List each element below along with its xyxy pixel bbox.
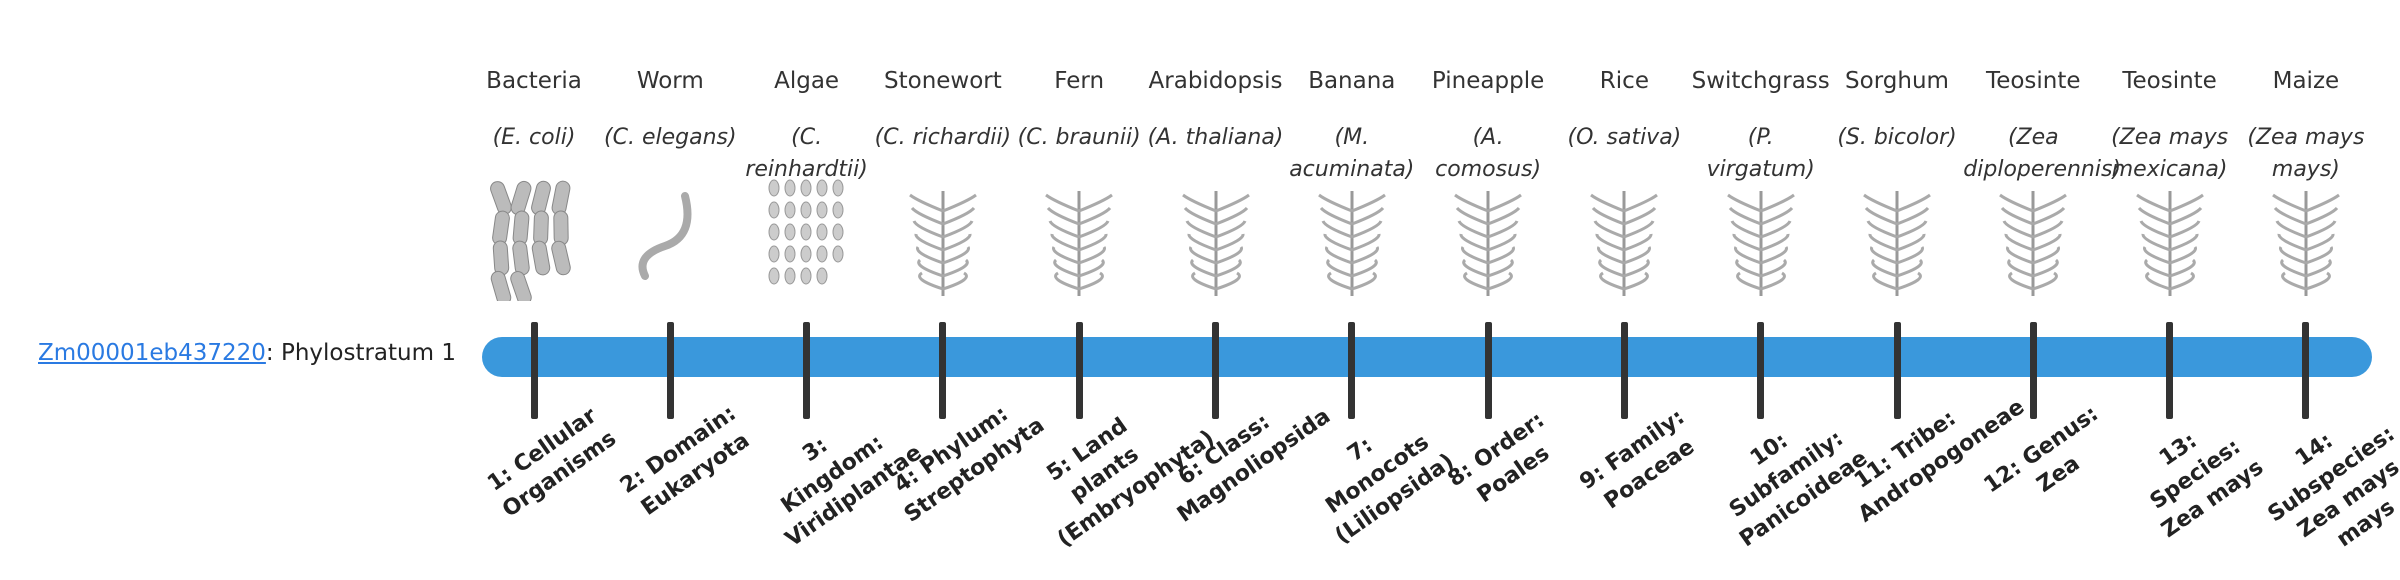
organism-name: Fern <box>1054 68 1105 94</box>
phylostratum-label: 2: Domain: Eukaryota <box>616 400 755 521</box>
organism-name: Bacteria <box>486 68 582 94</box>
organism-name: Rice <box>1599 68 1649 94</box>
organism-name: Teosinte <box>1986 68 2081 94</box>
organism-illustration <box>1716 176 1806 301</box>
organism-illustration <box>1307 176 1397 301</box>
organism-illustration <box>2261 176 2351 301</box>
timeline-tick <box>803 322 811 419</box>
scientific-name: (Zea mays mays) <box>2247 125 2365 182</box>
phylostratum-label: 14: Subspecies: Zea mays mays <box>2263 421 2400 553</box>
timeline-tick <box>939 322 947 419</box>
organism-name: Maize <box>2272 68 2340 94</box>
scientific-name: (C. braunii) <box>1017 125 1141 150</box>
scientific-name: (S. bicolor) <box>1837 125 1957 150</box>
phylostratum-label: 9: Family: Poaceae <box>1575 404 1700 515</box>
scientific-name: (M. acuminata) <box>1289 125 1415 182</box>
scientific-name: (C. richardii) <box>874 125 1012 150</box>
organism-illustration <box>2125 176 2215 301</box>
organism-illustration <box>1579 176 1669 301</box>
organism-illustration <box>625 176 715 301</box>
gene-label: Zm00001eb437220: Phylostratum 1 <box>38 340 456 366</box>
scientific-name: (A. comosus) <box>1435 125 1542 182</box>
timeline-tick <box>1212 322 1219 419</box>
organism-name: Pineapple <box>1431 68 1545 94</box>
timeline-bar <box>482 337 2372 377</box>
timeline-tick <box>1620 322 1628 419</box>
organism-illustration <box>898 176 988 301</box>
organism-name: Arabidopsis <box>1148 68 1283 94</box>
organism-name: Switchgrass <box>1691 68 1830 94</box>
timeline-tick <box>1484 322 1492 419</box>
gene-link[interactable]: Zm00001eb437220 <box>38 340 266 366</box>
timeline-tick <box>530 322 538 419</box>
organism-illustration <box>1988 176 2078 301</box>
organism-name: Sorghum <box>1845 68 1949 94</box>
timeline-tick <box>1757 322 1765 419</box>
scientific-name: (A. thaliana) <box>1147 125 1284 150</box>
organism-name: Stonewort <box>884 68 1002 94</box>
timeline-tick <box>2166 322 2174 419</box>
timeline-tick <box>666 322 674 419</box>
organism-illustration <box>1443 176 1533 301</box>
scientific-name: (O. sativa) <box>1567 125 1682 150</box>
organism-name: Banana <box>1308 68 1396 94</box>
scientific-name: (C. reinhardtii) <box>745 125 868 182</box>
scientific-name: (C. elegans) <box>604 125 737 150</box>
organism-name: Teosinte <box>2122 68 2217 94</box>
organism-illustration <box>762 176 852 301</box>
timeline-tick <box>2302 322 2310 419</box>
organism-name: Worm <box>636 68 704 94</box>
timeline-tick <box>1893 322 1901 419</box>
phylostratum-label: 1: Cellular Organisms <box>483 403 621 523</box>
gene-suffix: : Phylostratum 1 <box>265 340 456 366</box>
organism-illustration <box>1852 176 1942 301</box>
timeline-tick <box>1348 322 1356 419</box>
scientific-name: (Zea diploperennis) <box>1963 125 2122 182</box>
organism-illustration <box>489 176 579 306</box>
organism-illustration <box>1034 176 1124 301</box>
scientific-name: (E. coli) <box>492 125 576 150</box>
timeline-tick <box>2029 322 2037 419</box>
timeline-tick <box>1075 322 1083 419</box>
organism-illustration <box>1171 176 1261 301</box>
scientific-name: (P. virgatum) <box>1706 125 1815 182</box>
scientific-name: (Zea mays mexicana) <box>2111 125 2229 182</box>
organism-name: Algae <box>774 68 840 94</box>
